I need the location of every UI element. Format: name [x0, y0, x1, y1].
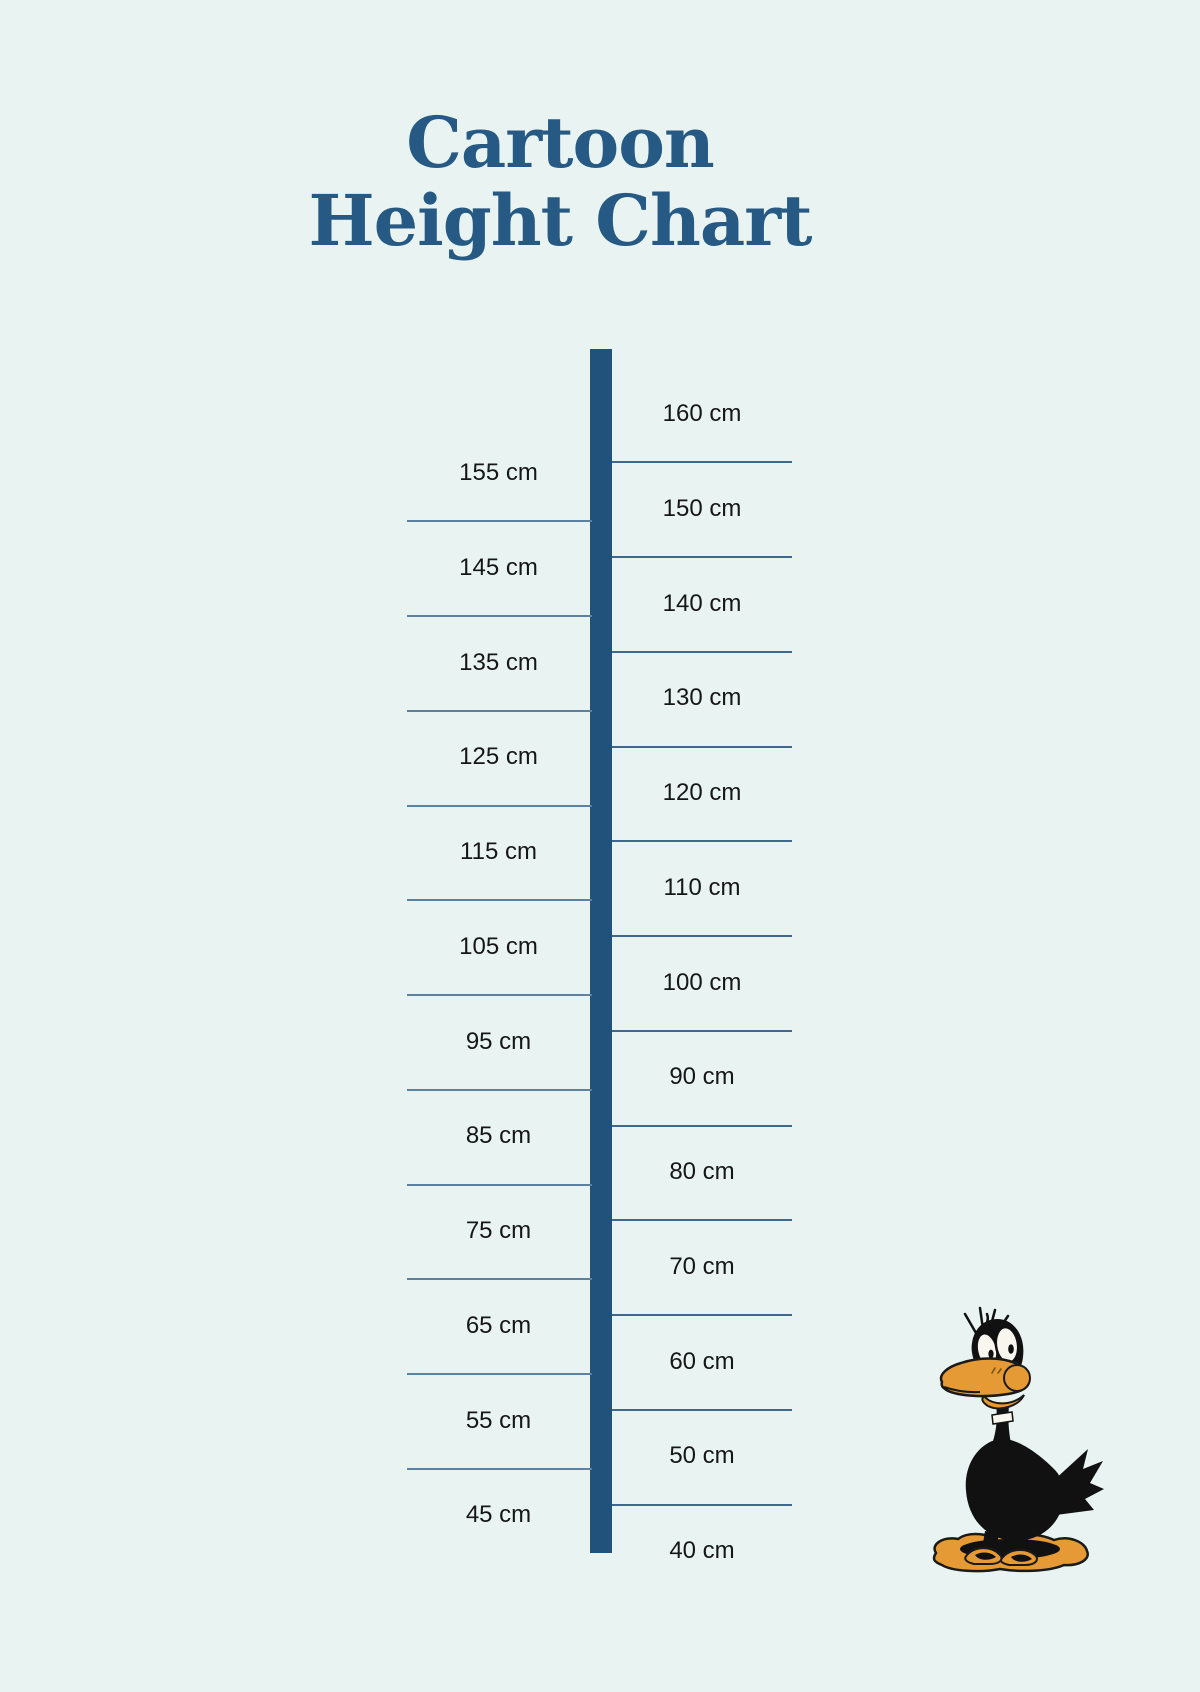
scale-label-right: 110 cm: [663, 873, 741, 901]
scale-tick-right: [612, 1219, 792, 1222]
scale-label-left: 55 cm: [465, 1406, 532, 1434]
scale-label-left: 65 cm: [465, 1311, 532, 1339]
duck-nostrils: [991, 1367, 1002, 1374]
duck-body: [965, 1439, 1065, 1541]
daffy-duck-illustration: [932, 1306, 1104, 1573]
scale-label-right: 80 cm: [669, 1158, 735, 1185]
duck-bill: [939, 1357, 1031, 1410]
scale-label-right: 70 cm: [669, 1252, 735, 1280]
scale-tick-left: [407, 994, 592, 997]
scale-tick-left: [407, 1278, 592, 1281]
scale-tick-right: [612, 461, 792, 464]
scale-tick-right: [612, 1408, 792, 1411]
scale-tick-right: [612, 745, 792, 748]
scale-label-right: 130 cm: [662, 684, 742, 712]
page-title-line1: Cartoon: [406, 101, 715, 184]
scale-label-right: 160 cm: [662, 400, 742, 427]
ruler-bar: [590, 349, 612, 1553]
scale-label-right: 90 cm: [669, 1063, 735, 1091]
scale-label-right: 40 cm: [669, 1537, 735, 1564]
scale-tick-right: [612, 935, 792, 938]
scale-label-right: 50 cm: [669, 1442, 735, 1470]
scale-tick-left: [407, 1373, 592, 1376]
page-title: Cartoon Height Chart: [0, 101, 1120, 263]
scale-tick-left: [407, 1467, 592, 1470]
scale-label-left: 105 cm: [459, 932, 538, 960]
scale-label-left: 115 cm: [460, 838, 537, 865]
scale-tick-left: [407, 1088, 592, 1091]
duck-pupil-right: [1008, 1344, 1014, 1354]
scale-tick-left: [407, 1183, 592, 1186]
scale-tick-right: [612, 556, 792, 559]
scale-label-left: 145 cm: [459, 553, 538, 581]
scale-label-right: 120 cm: [662, 779, 742, 806]
duck-pupil-left: [988, 1349, 994, 1359]
scale-tick-right: [612, 840, 792, 843]
duck-neck: [990, 1403, 1014, 1455]
scale-label-left: 85 cm: [465, 1122, 532, 1150]
scale-label-left: 125 cm: [459, 743, 538, 771]
scale-tick-left: [407, 709, 592, 712]
scale-tick-right: [612, 1314, 792, 1317]
scale-tick-right: [612, 1503, 792, 1506]
scale-tick-left: [407, 615, 592, 618]
scale-label-left: 155 cm: [459, 459, 538, 486]
duck-toe-accent-right: [1011, 1554, 1032, 1562]
scale-label-left: 135 cm: [459, 648, 538, 676]
page-title-line2: Height Chart: [308, 179, 813, 263]
scale-label-right: 140 cm: [662, 589, 742, 617]
scale-tick-right: [612, 1124, 792, 1127]
duck-collar: [991, 1411, 1014, 1425]
scale-label-right: 150 cm: [662, 494, 742, 522]
scale-tick-left: [407, 899, 592, 902]
scale-tick-left: [407, 520, 592, 523]
scale-tick-right: [612, 650, 792, 653]
scale-label-left: 95 cm: [465, 1027, 532, 1055]
scale-tick-right: [612, 1029, 792, 1032]
scale-label-right: 100 cm: [662, 968, 742, 996]
scale-label-right: 60 cm: [669, 1347, 735, 1375]
scale-label-left: 45 cm: [465, 1501, 532, 1529]
duck-toe-accent-left: [975, 1552, 996, 1560]
scale-label-left: 75 cm: [465, 1217, 532, 1244]
scale-tick-left: [407, 804, 592, 807]
